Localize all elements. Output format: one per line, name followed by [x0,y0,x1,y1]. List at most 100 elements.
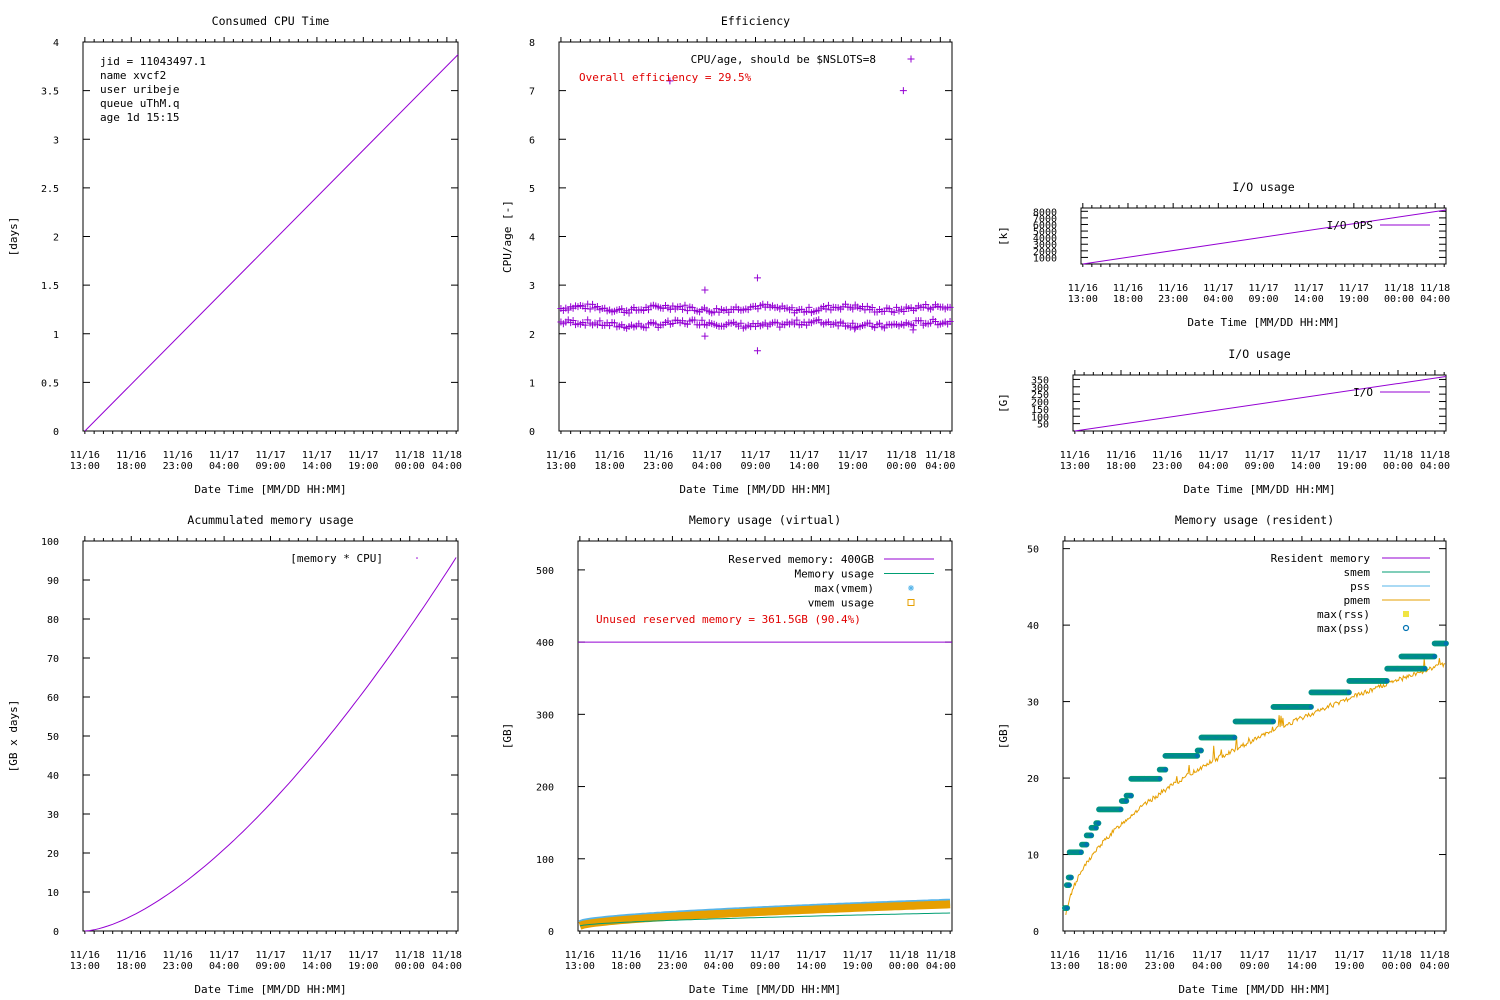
x-tick-date: 11/17 [255,950,285,961]
x-tick-time: 00:00 [1383,461,1413,472]
y-tick-label: 3.5 [41,87,59,98]
y-tick-label: 0 [1033,927,1039,938]
x-tick-time: 09:00 [1248,294,1278,305]
x-axis-label: Date Time [MM/DD HH:MM] [1187,316,1339,329]
y-tick-label: 2.5 [41,184,59,195]
x-tick-date: 11/16 [657,950,687,961]
x-tick-time: 04:00 [1203,294,1233,305]
pmem-line [1065,658,1446,915]
legend-label: I/O OPS [1327,219,1373,232]
efficiency-point [581,304,589,312]
efficiency-outlier [701,332,709,340]
efficiency-point [849,305,857,313]
efficiency-point [946,317,954,325]
x-tick-date: 11/17 [348,450,378,461]
y-tick-label: 4 [529,233,535,244]
x-tick-time: 18:00 [595,461,625,472]
chart-title: Memory usage (resident) [1175,513,1334,527]
x-tick-time: 14:00 [302,461,332,472]
chart-title: Efficiency [721,14,790,28]
y-tick-label: 100 [536,855,554,866]
memory-usage-line [579,912,951,927]
x-tick-time: 18:00 [1113,294,1143,305]
x-tick-time: 19:00 [838,461,868,472]
legend-label: max(vmem) [814,582,874,595]
x-tick-time: 14:00 [1291,461,1321,472]
x-tick-time: 19:00 [348,461,378,472]
x-tick-date: 11/17 [209,950,239,961]
max-pss-point [1066,882,1072,889]
chart-title: Consumed CPU Time [212,14,330,28]
x-tick-time: 13:00 [565,961,595,972]
max-pss-point [1308,704,1314,710]
y-tick-label: 2 [529,330,535,341]
chart-title: I/O usage [1232,180,1294,194]
x-tick-date: 11/16 [163,450,193,461]
legend-label: [memory * CPU] [290,552,383,565]
efficiency-points [557,55,954,355]
x-tick-date: 11/17 [740,450,770,461]
y-tick-label: 8 [529,38,535,49]
efficiency-point [900,308,908,316]
vmem-usage-series [578,900,951,930]
x-tick-date: 11/17 [1198,450,1228,461]
legend-marker [1402,624,1410,632]
x-tick-date: 11/17 [789,450,819,461]
x-tick-date: 11/16 [116,450,146,461]
x-tick-time: 00:00 [1382,961,1412,972]
x-tick-time: 00:00 [886,461,916,472]
efficiency-point [793,316,801,324]
efficiency-point [713,305,721,313]
x-tick-date: 11/16 [163,950,193,961]
x-axis-label: Date Time [MM/DD HH:MM] [194,983,346,996]
x-tick-date: 11/16 [1145,950,1175,961]
x-tick-time: 09:00 [740,461,770,472]
y-tick-label: 0 [548,927,554,938]
efficiency-point [868,303,876,311]
y-tick-label: 5000 [1033,227,1057,238]
max-pss-point [1156,775,1163,782]
x-tick-time: 14:00 [302,961,332,972]
x-tick-date: 11/17 [692,450,722,461]
y-axis: 0 10 20 30 40 50 60 70 80 90 100 [41,537,458,938]
efficiency-point [593,321,601,329]
plot-frame [577,540,953,932]
efficiency-point [681,301,689,309]
efficiency-point [683,307,691,315]
x-tick-time: 00:00 [889,961,919,972]
x-tick-date: 11/17 [838,450,868,461]
y-axis: 0 100 200 300 400 500 [536,566,952,938]
x-tick-date: 11/16 [1060,450,1090,461]
y-axis-label: [k] [997,226,1010,246]
y-axis: 0 1 2 3 4 5 6 7 8 [529,38,952,438]
plot-frame [82,540,459,932]
x-tick-time: 13:00 [546,461,576,472]
legend-marker [416,557,418,559]
x-tick-time: 18:00 [611,961,641,972]
x-tick-date: 11/18 [1382,950,1412,961]
x-tick-time: 00:00 [395,461,425,472]
x-axis: 11/1613:0011/1618:0011/1623:0011/1704:00… [546,37,955,472]
x-tick-time: 04:00 [1420,461,1450,472]
y-tick-label: 50 [1037,420,1049,431]
efficiency-point [917,317,925,325]
chart-vmem: Memory usage (virtual) 0 100 200 300 400 500 [G… [501,513,956,996]
x-tick-time: 04:00 [926,961,956,972]
efficiency-outlier [909,326,917,334]
y-tick-label: 7000 [1033,214,1057,225]
y-tick-label: 300 [536,710,554,721]
chart-title: Acummulated memory usage [187,513,353,527]
y-tick-label: 80 [47,615,59,626]
y-tick-label: 0 [53,927,59,938]
x-tick-time: 13:00 [1050,961,1080,972]
efficiency-point [625,309,633,317]
x-tick-date: 11/17 [1339,283,1369,294]
efficiency-point [822,305,830,313]
max-pss-point [1088,832,1095,839]
max-pss-points [1061,640,1449,911]
y-axis-label: [days] [7,217,20,257]
x-tick-date: 11/18 [395,450,425,461]
legend-marker [907,599,915,606]
